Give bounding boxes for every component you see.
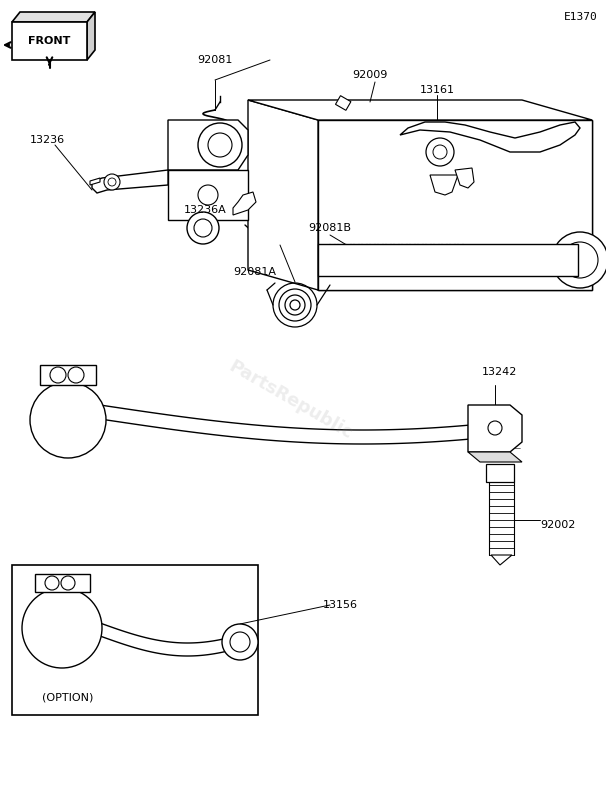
Polygon shape [87,12,95,60]
Circle shape [562,242,598,278]
Circle shape [198,185,218,205]
Polygon shape [400,122,580,152]
Text: PartsRepublic: PartsRepublic [225,357,356,443]
Text: 13161: 13161 [419,85,454,95]
Polygon shape [168,120,248,170]
Polygon shape [468,405,522,452]
Polygon shape [92,170,168,193]
Polygon shape [455,168,474,188]
Polygon shape [318,120,592,290]
Polygon shape [12,22,87,60]
Text: 92081A: 92081A [233,267,276,277]
Polygon shape [248,100,318,290]
Polygon shape [233,192,256,215]
Bar [12,565,258,715]
Bar [486,464,514,482]
Text: FRONT: FRONT [28,36,71,46]
Circle shape [230,632,250,652]
Circle shape [433,145,447,159]
Text: 92081B: 92081B [308,223,351,233]
Text: E1370: E1370 [564,12,598,22]
Circle shape [198,123,242,167]
Polygon shape [430,175,458,195]
Circle shape [30,382,106,458]
Polygon shape [336,96,351,110]
Circle shape [208,133,232,157]
Bar [40,365,96,385]
Text: 92002: 92002 [540,520,575,530]
Polygon shape [248,100,592,120]
Polygon shape [491,555,512,565]
Circle shape [50,367,66,383]
Polygon shape [168,170,248,220]
Circle shape [488,421,502,435]
Polygon shape [12,12,95,22]
Text: 13242: 13242 [482,367,518,377]
Text: 92009: 92009 [352,70,388,80]
Circle shape [45,576,59,590]
Circle shape [61,576,75,590]
Circle shape [187,212,219,244]
Bar [35,574,90,592]
Circle shape [68,367,84,383]
Text: 13236A: 13236A [184,205,227,215]
Text: 13156: 13156 [322,600,358,610]
Circle shape [552,232,606,288]
Circle shape [222,624,258,660]
Polygon shape [318,120,592,290]
Text: 92081: 92081 [198,55,233,65]
Circle shape [194,219,212,237]
Circle shape [108,178,116,186]
Circle shape [22,588,102,668]
Circle shape [104,174,120,190]
Polygon shape [90,178,100,185]
Polygon shape [468,452,522,462]
Bar [318,244,578,276]
Text: (OPTION): (OPTION) [42,693,94,703]
Circle shape [426,138,454,166]
Text: 13236: 13236 [30,135,65,145]
